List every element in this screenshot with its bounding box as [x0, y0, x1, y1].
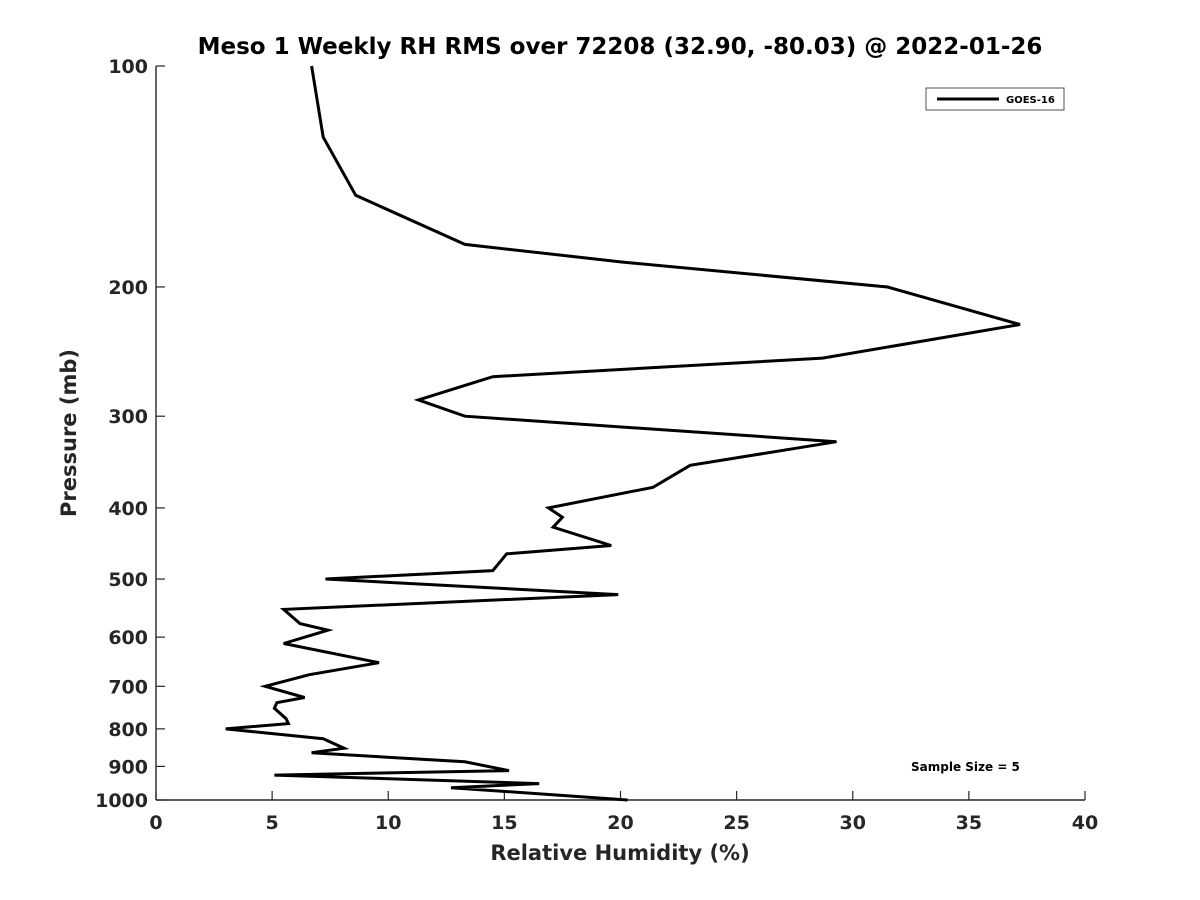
y-tick-label: 600: [108, 627, 148, 649]
y-tick-label: 100: [108, 56, 148, 78]
y-tick-label: 800: [108, 719, 148, 741]
x-tick-label: 40: [1072, 812, 1098, 834]
legend-label-goes-16: GOES-16: [1006, 95, 1055, 106]
x-tick-label: 20: [607, 812, 633, 834]
x-tick-label: 0: [149, 812, 162, 834]
y-tick-label: 1000: [95, 790, 148, 812]
y-tick-label: 400: [108, 498, 148, 520]
x-tick-label: 25: [723, 812, 749, 834]
x-tick-label: 35: [956, 812, 982, 834]
y-tick-label: 700: [108, 676, 148, 698]
y-axis-ticks: 100 200 300 400 500 600 700 800 900 1000: [95, 56, 165, 812]
series-line-goes-16: [225, 65, 1021, 802]
x-tick-label: 5: [266, 812, 279, 834]
y-tick-label: 900: [108, 756, 148, 778]
sample-size-annotation: Sample Size = 5: [911, 760, 1020, 774]
y-tick-label: 300: [108, 406, 148, 428]
y-tick-label: 500: [108, 569, 148, 591]
x-axis-ticks: 0 5 10 15 20 25 30 35 40: [149, 791, 1098, 834]
chart-title: Meso 1 Weekly RH RMS over 72208 (32.90, …: [198, 34, 1043, 60]
x-tick-label: 10: [375, 812, 401, 834]
x-tick-label: 15: [491, 812, 517, 834]
y-tick-label: 200: [108, 277, 148, 299]
y-axis-title: Pressure (mb): [57, 349, 81, 517]
series-layer: [225, 65, 1021, 802]
x-tick-label: 30: [840, 812, 866, 834]
x-axis-title: Relative Humidity (%): [490, 841, 749, 865]
legend: GOES-16: [925, 87, 1065, 111]
